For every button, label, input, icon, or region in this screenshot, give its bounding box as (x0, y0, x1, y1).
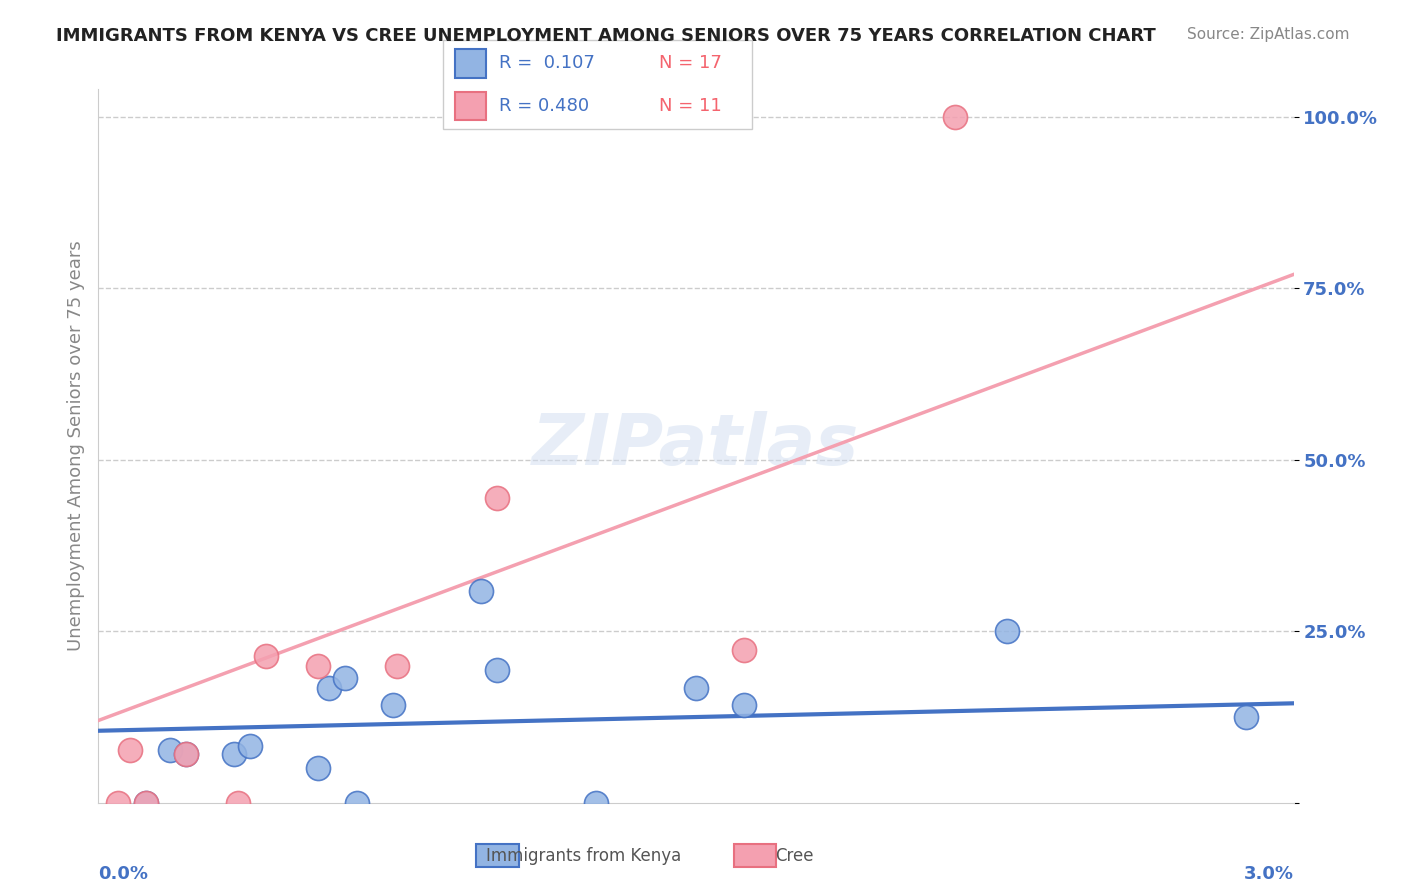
Point (135, 796, 157, 810)
Point (120, 743, 142, 757)
Point (385, 658, 409, 673)
Point (254, 648, 277, 663)
Point (1234, 710, 1257, 724)
Bar (456, 92, 486, 120)
Point (135, 796, 157, 810)
Point (174, 747, 197, 761)
Point (346, 796, 368, 810)
Point (159, 743, 181, 757)
Point (226, 796, 249, 810)
Point (318, 681, 340, 696)
Text: Cree: Cree (775, 847, 814, 865)
Point (943, 110, 966, 124)
Text: Source: ZipAtlas.com: Source: ZipAtlas.com (1187, 27, 1350, 42)
Point (107, 796, 129, 810)
Point (485, 491, 508, 505)
Point (174, 747, 197, 761)
Text: 3.0%: 3.0% (1243, 864, 1294, 882)
Text: R = 0.480: R = 0.480 (499, 97, 589, 115)
Text: Immigrants from Kenya: Immigrants from Kenya (486, 847, 681, 865)
Point (995, 624, 1018, 639)
Point (335, 671, 357, 685)
Text: ZIPatlas: ZIPatlas (533, 411, 859, 481)
Point (733, 643, 755, 657)
Point (307, 658, 329, 673)
Text: N = 17: N = 17 (659, 54, 723, 72)
Point (470, 584, 492, 599)
Point (222, 747, 245, 761)
Point (685, 681, 707, 696)
Bar (477, 844, 519, 867)
FancyBboxPatch shape (443, 40, 752, 129)
Text: N = 11: N = 11 (659, 97, 723, 115)
Point (307, 762, 329, 776)
Bar (734, 844, 776, 867)
Point (239, 739, 262, 753)
Bar (456, 49, 486, 78)
Text: 0.0%: 0.0% (98, 864, 149, 882)
Point (585, 796, 607, 810)
Text: IMMIGRANTS FROM KENYA VS CREE UNEMPLOYMENT AMONG SENIORS OVER 75 YEARS CORRELATI: IMMIGRANTS FROM KENYA VS CREE UNEMPLOYME… (56, 27, 1156, 45)
Point (485, 663, 508, 677)
Text: R =  0.107: R = 0.107 (499, 54, 595, 72)
Point (382, 698, 405, 712)
Y-axis label: Unemployment Among Seniors over 75 years: Unemployment Among Seniors over 75 years (66, 241, 84, 651)
Point (733, 698, 755, 712)
